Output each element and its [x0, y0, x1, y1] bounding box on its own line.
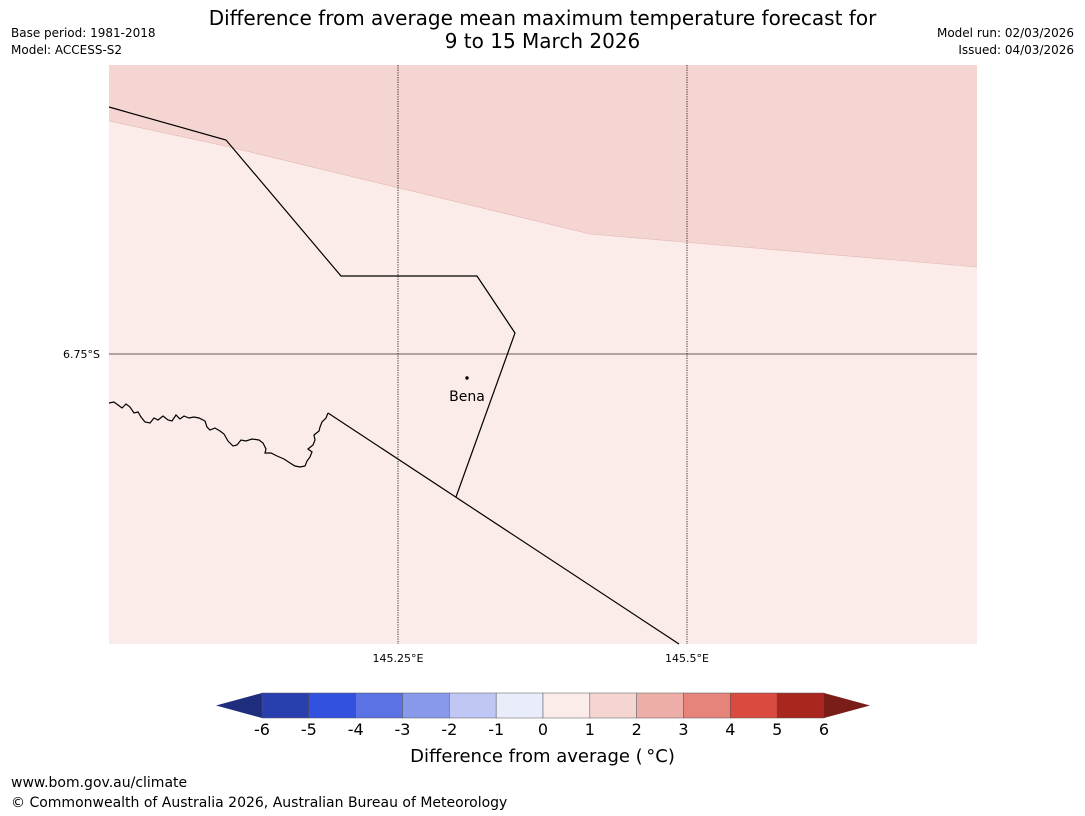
meta-left: Base period: 1981-2018 Model: ACCESS-S2 — [11, 25, 156, 59]
meta-right: Model run: 02/03/2026 Issued: 04/03/2026 — [937, 25, 1074, 59]
colorbar-segment — [683, 692, 731, 719]
colorbar-tick-label: 4 — [725, 720, 735, 739]
colorbar-segment — [589, 692, 637, 719]
colorbar-tick-label: 0 — [538, 720, 548, 739]
anomaly-band-1-to-2 — [109, 65, 977, 267]
province-border-north — [108, 106, 516, 498]
colorbar-segments — [261, 692, 825, 719]
bena-marker — [465, 376, 469, 380]
colorbar-tick-label: -3 — [395, 720, 411, 739]
colorbar-tick-label: 3 — [678, 720, 688, 739]
colorbar-segment — [261, 692, 310, 719]
map-title-line1: Difference from average mean maximum tem… — [208, 6, 877, 30]
colorbar-tick-label: 6 — [819, 720, 829, 739]
footer-url: www.bom.gov.au/climate — [11, 775, 188, 791]
colorbar-label: Difference from average ( °C) — [410, 746, 675, 767]
colorbar-segment — [402, 692, 450, 719]
colorbar-tick-label: 1 — [585, 720, 595, 739]
longitude-label-145-25: 145.25°E — [373, 652, 424, 665]
longitude-label-145-5: 145.5°E — [665, 652, 709, 665]
place-label-bena: Bena — [449, 389, 485, 405]
issued-date: Issued: 04/03/2026 — [958, 43, 1074, 57]
colorbar-tick-label: -1 — [488, 720, 504, 739]
colorbar-segment — [355, 692, 403, 719]
colorbar-segment — [308, 692, 356, 719]
colorbar-segment — [542, 692, 591, 719]
map-title-line2: 9 to 15 March 2026 — [444, 29, 641, 53]
colorbar-tick-label: -2 — [441, 720, 457, 739]
model-name: Model: ACCESS-S2 — [11, 43, 123, 57]
colorbar-low-extension — [216, 693, 262, 718]
colorbar-tick-label: 2 — [632, 720, 642, 739]
colorbar-segment — [495, 692, 544, 719]
colorbar-high-extension — [824, 693, 870, 718]
colorbar-tick-labels: -6 -5 -4 -3 -2 -1 0 1 2 3 4 5 6 — [254, 720, 829, 739]
colorbar-tick-label: -5 — [301, 720, 317, 739]
colorbar: -6 -5 -4 -3 -2 -1 0 1 2 3 4 5 6 — [216, 692, 870, 739]
river-border — [108, 401, 329, 468]
colorbar-tick-label: -6 — [254, 720, 270, 739]
footer-copyright: © Commonwealth of Australia 2026, Austra… — [11, 795, 508, 811]
band-contour-line — [108, 120, 978, 268]
colorbar-segment — [730, 692, 778, 719]
colorbar-segment — [636, 692, 684, 719]
map-area: Bena 6.75°S 145.25°E 145.5°E — [63, 65, 978, 665]
colorbar-tick-label: -4 — [348, 720, 364, 739]
colorbar-tick-label: 5 — [772, 720, 782, 739]
model-run-date: Model run: 02/03/2026 — [936, 26, 1074, 40]
colorbar-segment — [449, 692, 497, 719]
colorbar-segment — [776, 692, 825, 719]
latitude-label: 6.75°S — [63, 348, 100, 361]
province-border-south — [327, 412, 680, 645]
base-period: Base period: 1981-2018 — [11, 26, 156, 40]
